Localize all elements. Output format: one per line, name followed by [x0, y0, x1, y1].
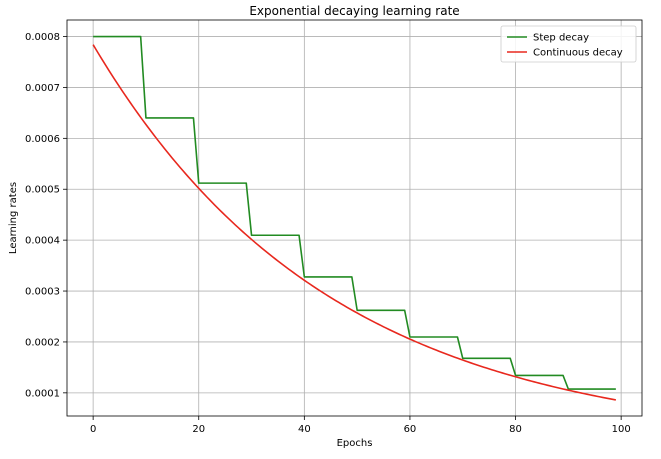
y-tick-label: 0.0002	[25, 337, 60, 348]
legend-label-continuous-decay: Continuous decay	[533, 48, 623, 59]
y-tick-label: 0.0003	[25, 287, 60, 298]
ticks: 0 20 40 60 80 100 0.0001 0.0002 0.0003 0.0004 0.00…	[25, 32, 631, 435]
x-tick-label: 100	[612, 424, 631, 435]
x-tick-label: 80	[509, 424, 522, 435]
y-tick-label: 0.0001	[25, 388, 60, 399]
legend: Step decay Continuous decay	[500, 25, 637, 63]
grid	[67, 20, 642, 416]
y-tick-label: 0.0007	[25, 83, 60, 94]
x-tick-label: 0	[90, 424, 96, 435]
x-tick-label: 40	[298, 424, 311, 435]
y-tick-label: 0.0004	[25, 236, 60, 247]
legend-box	[500, 25, 637, 63]
chart-title: Exponential decaying learning rate	[249, 4, 459, 18]
y-tick-label: 0.0008	[25, 32, 60, 43]
plot-area	[66, 19, 643, 417]
series-line-continuous-decay	[92, 44, 617, 401]
y-axis-label: Learning rates	[8, 182, 19, 254]
legend-label-step-decay: Step decay	[533, 33, 589, 44]
x-axis-label: Epochs	[337, 438, 373, 449]
x-tick-label: 20	[192, 424, 205, 435]
x-tick-label: 60	[404, 424, 417, 435]
series-group	[92, 35, 617, 401]
y-tick-label: 0.0005	[25, 185, 60, 196]
series-line-step-decay	[93, 35, 616, 390]
y-tick-label: 0.0006	[25, 134, 60, 145]
